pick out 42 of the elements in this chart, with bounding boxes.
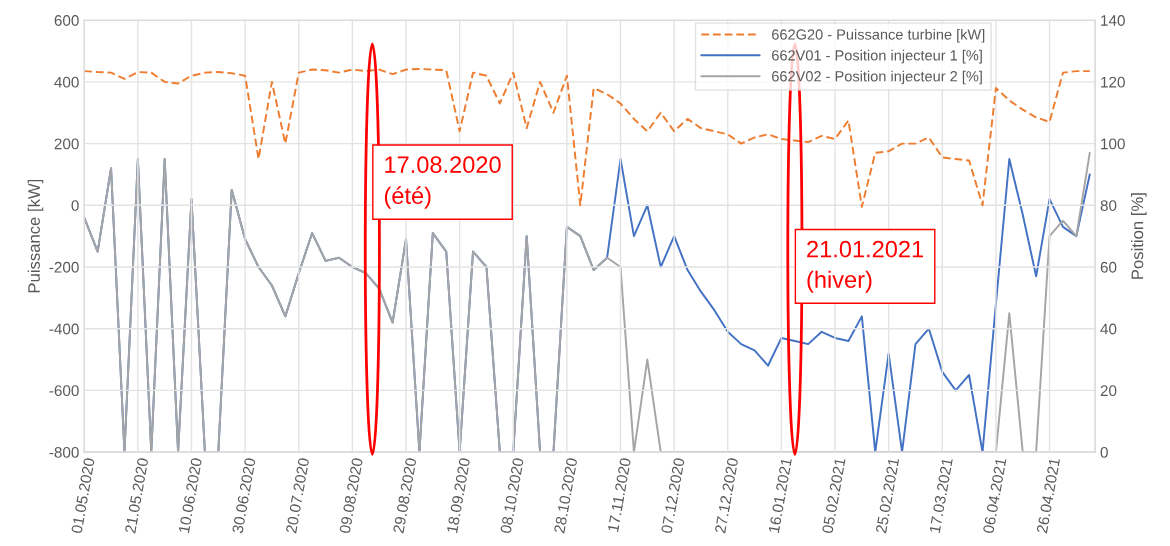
y2-tick-label: 120 (1101, 76, 1125, 88)
x-tick-label: 30.06.2020 (231, 457, 256, 534)
x-tick-label: 28.10.2020 (553, 457, 578, 534)
legend-label: 662V02 - Position injecteur 2 [%] (772, 70, 982, 85)
y-tick-label: -400 (49, 323, 79, 335)
x-tick-label: 26.04.2021 (1036, 457, 1061, 534)
x-tick-label: 05.02.2021 (821, 457, 846, 534)
y-tick-label: -800 (49, 446, 79, 458)
y-tick-label: 400 (54, 76, 79, 88)
annotation: 21.01.2021 (hiver) (807, 240, 924, 293)
x-tick-label: 18.09.2020 (446, 457, 471, 534)
legend-label: 662V01 - Position injecteur 1 [%] (772, 49, 982, 64)
y2-tick-label: 60 (1100, 261, 1117, 273)
y-tick-label: 600 (54, 15, 79, 26)
y2-tick-label: 80 (1100, 200, 1117, 211)
x-tick-label: 08.10.2020 (500, 457, 524, 534)
y-tick-label: 0 (71, 200, 79, 211)
y2-tick-label: 0 (1100, 446, 1108, 458)
y2-tick-label: 20 (1100, 385, 1117, 397)
y-tick-label: -600 (49, 385, 79, 397)
x-tick-label: 10.06.2020 (178, 457, 203, 534)
x-tick-label: 16.01.2021 (768, 457, 792, 534)
x-tick-label: 20.07.2020 (285, 457, 310, 534)
x-tick-label: 01.05.2020 (71, 457, 95, 534)
y2-axis-title: Position [%] (1131, 193, 1147, 279)
x-tick-label: 09.08.2020 (339, 457, 363, 534)
x-tick-label: 29.08.2020 (392, 457, 417, 534)
y-tick-label: -200 (49, 261, 79, 273)
y-tick-label: 200 (54, 138, 79, 150)
x-tick-label: 06.04.2021 (982, 457, 1007, 534)
x-tick-label: 17.11.2020 (607, 457, 631, 532)
x-tick-label: 25.02.2021 (875, 457, 900, 534)
x-tick-label: 21.05.2020 (124, 457, 149, 534)
y2-tick-label: 40 (1100, 323, 1117, 335)
y-axis-title: Puissance [kW] (27, 179, 44, 293)
x-tick-label: 27.12.2020 (714, 457, 739, 534)
y2-tick-label: 100 (1101, 138, 1125, 150)
annotation: 17.08.2020 (été) (384, 156, 501, 209)
x-tick-label: 07.12.2020 (660, 457, 685, 534)
x-tick-label: 17.03.2021 (929, 457, 953, 534)
y2-tick-label: 140 (1101, 15, 1125, 26)
legend-label: 662G20 - Puissance turbine [kW] (772, 28, 985, 43)
